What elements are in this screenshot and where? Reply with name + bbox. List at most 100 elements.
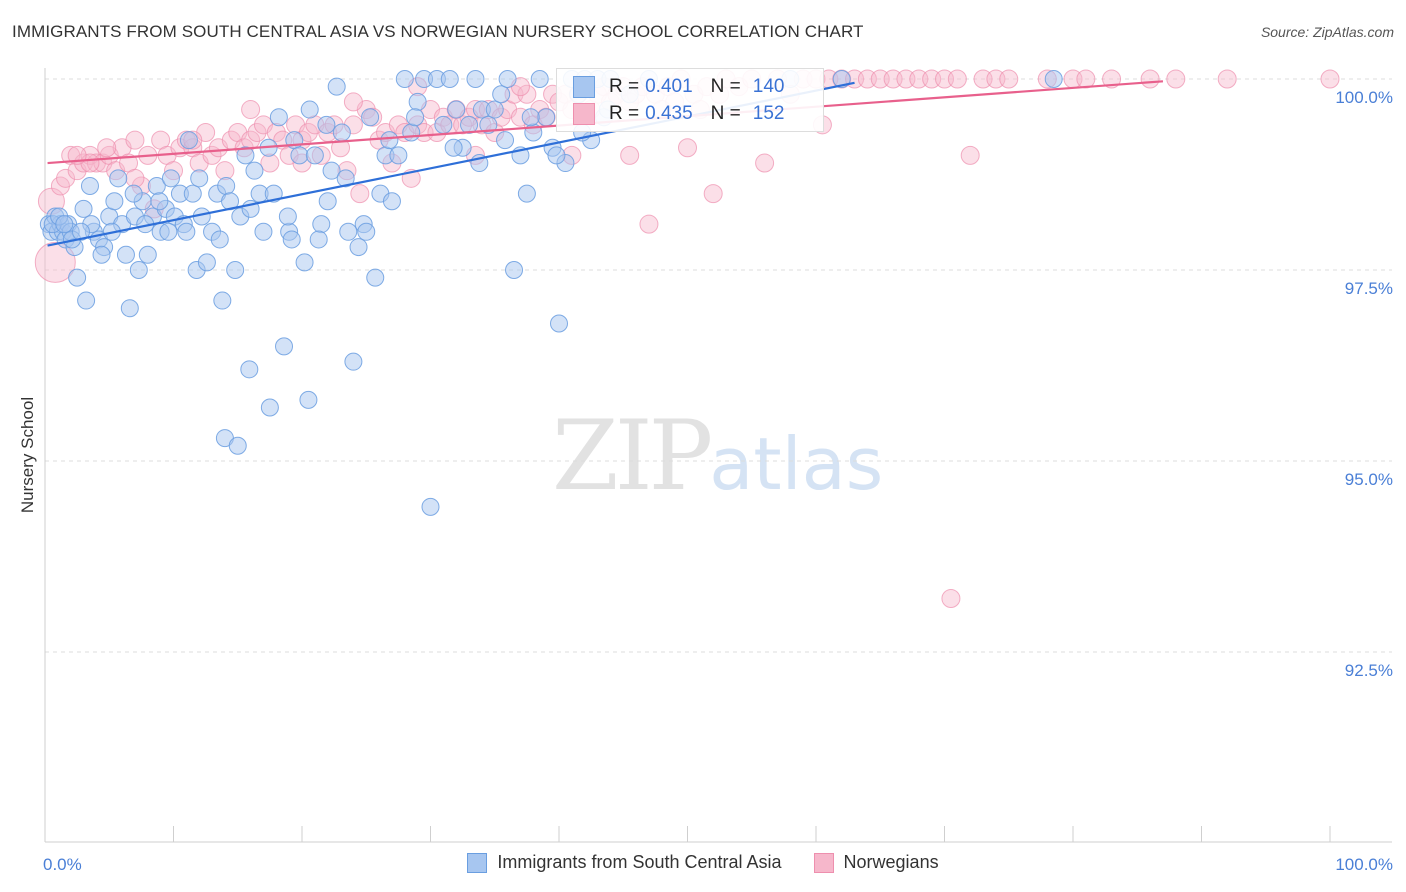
pink-point <box>125 130 145 150</box>
pink-point <box>639 214 659 234</box>
r-value: 0.401 <box>645 76 693 97</box>
pink-point <box>34 241 76 283</box>
tick-labels: 100.0% 97.5% 95.0% 92.5% 0.0% 100.0% <box>43 88 1393 874</box>
pink-point <box>1217 69 1237 89</box>
blue-point <box>339 222 358 241</box>
pink-point <box>517 84 537 104</box>
pink-point <box>678 138 697 158</box>
blue-point <box>74 199 93 218</box>
pink-point <box>941 589 961 609</box>
blue-point <box>299 390 318 409</box>
blue-point <box>183 184 202 203</box>
blue-point <box>389 146 408 165</box>
blue-point <box>159 222 178 241</box>
blue-point <box>485 100 504 119</box>
blue-point <box>479 115 498 134</box>
blue-point <box>305 146 324 165</box>
blue-point <box>217 176 236 195</box>
blue-point <box>213 291 232 310</box>
axes <box>44 68 1392 843</box>
blue-point <box>116 245 135 264</box>
blue-point <box>434 115 453 134</box>
blue-point <box>466 70 485 88</box>
blue-point <box>537 108 556 127</box>
legend-item-blue[interactable]: Immigrants from South Central Asia <box>467 852 782 873</box>
pink-point <box>960 145 980 165</box>
blue-point <box>309 230 328 249</box>
x-tick-label-min: 0.0% <box>43 855 82 874</box>
pink-point <box>125 168 145 188</box>
blue-point <box>55 215 74 234</box>
blue-point <box>275 337 294 356</box>
watermark: ZIPatlas <box>552 400 883 512</box>
blue-point <box>322 161 341 180</box>
r-value: 0.435 <box>645 103 693 124</box>
pink-point <box>1166 69 1186 89</box>
pink-point <box>1102 69 1122 89</box>
y-tick-label: 100.0% <box>1335 88 1393 107</box>
blue-point <box>120 299 139 318</box>
stats-row-pink: R = 0.435 N = 152 <box>573 102 784 126</box>
blue-point <box>521 108 540 127</box>
blue-point <box>77 291 96 310</box>
blue-point <box>832 70 851 88</box>
blue-point <box>260 398 279 417</box>
blue-point <box>444 138 463 157</box>
blue-point <box>408 92 427 111</box>
blue-point <box>190 169 209 188</box>
blue-point <box>318 192 337 211</box>
blue-point <box>71 222 90 241</box>
blue-point <box>236 146 255 165</box>
blue-point <box>460 115 479 134</box>
source-note: Source: ZipAtlas.com <box>1260 24 1394 40</box>
blue-point <box>177 222 196 241</box>
legend-swatch-blue <box>467 852 488 873</box>
pink-point <box>241 100 261 120</box>
n-label: N = <box>710 103 741 124</box>
blue-point <box>440 70 459 88</box>
legend-item-pink[interactable]: Norwegians <box>813 852 939 873</box>
blue-point <box>68 268 87 287</box>
blue-point <box>357 222 376 241</box>
blue-point <box>327 77 346 96</box>
blue-point <box>295 253 314 272</box>
stats-legend-box: R = 0.401 N = 140 R = 0.435 N = 152 <box>556 68 824 132</box>
pink-point <box>343 92 363 112</box>
blue-point <box>269 108 288 127</box>
legend-label-pink: Norwegians <box>843 852 939 872</box>
pink-point <box>999 69 1019 89</box>
blue-point <box>179 131 198 150</box>
blue-point <box>264 184 283 203</box>
pink-point <box>755 153 775 173</box>
south-central-asia-points <box>39 70 1063 516</box>
r-label: R = <box>609 103 640 124</box>
pink-point <box>97 138 117 158</box>
blue-point <box>395 70 414 88</box>
bottom-legend: Immigrants from South Central Asia Norwe… <box>0 852 1406 873</box>
x-tick-label-max: 100.0% <box>1335 855 1393 874</box>
blue-point <box>1044 70 1063 88</box>
chart-title: IMMIGRANTS FROM SOUTH CENTRAL ASIA VS NO… <box>12 22 864 41</box>
blue-point <box>344 352 363 371</box>
blue-point <box>332 123 351 142</box>
blue-point <box>547 146 566 165</box>
legend-swatch-pink <box>813 852 834 873</box>
blue-point <box>278 207 297 226</box>
blue-point <box>150 192 169 211</box>
pink-point <box>1140 69 1160 89</box>
blue-point <box>109 169 128 188</box>
blue-point <box>92 245 111 264</box>
blue-point <box>210 230 229 249</box>
pink-point <box>56 168 76 188</box>
r-label: R = <box>609 76 640 97</box>
blue-point <box>161 169 180 188</box>
blue-point <box>80 176 99 195</box>
pink-point <box>260 153 280 173</box>
blue-point <box>124 184 143 203</box>
blue-point <box>228 436 247 455</box>
pink-point <box>947 69 967 89</box>
pink-point <box>215 161 235 181</box>
blue-point <box>380 131 399 150</box>
pink-point <box>703 184 723 204</box>
